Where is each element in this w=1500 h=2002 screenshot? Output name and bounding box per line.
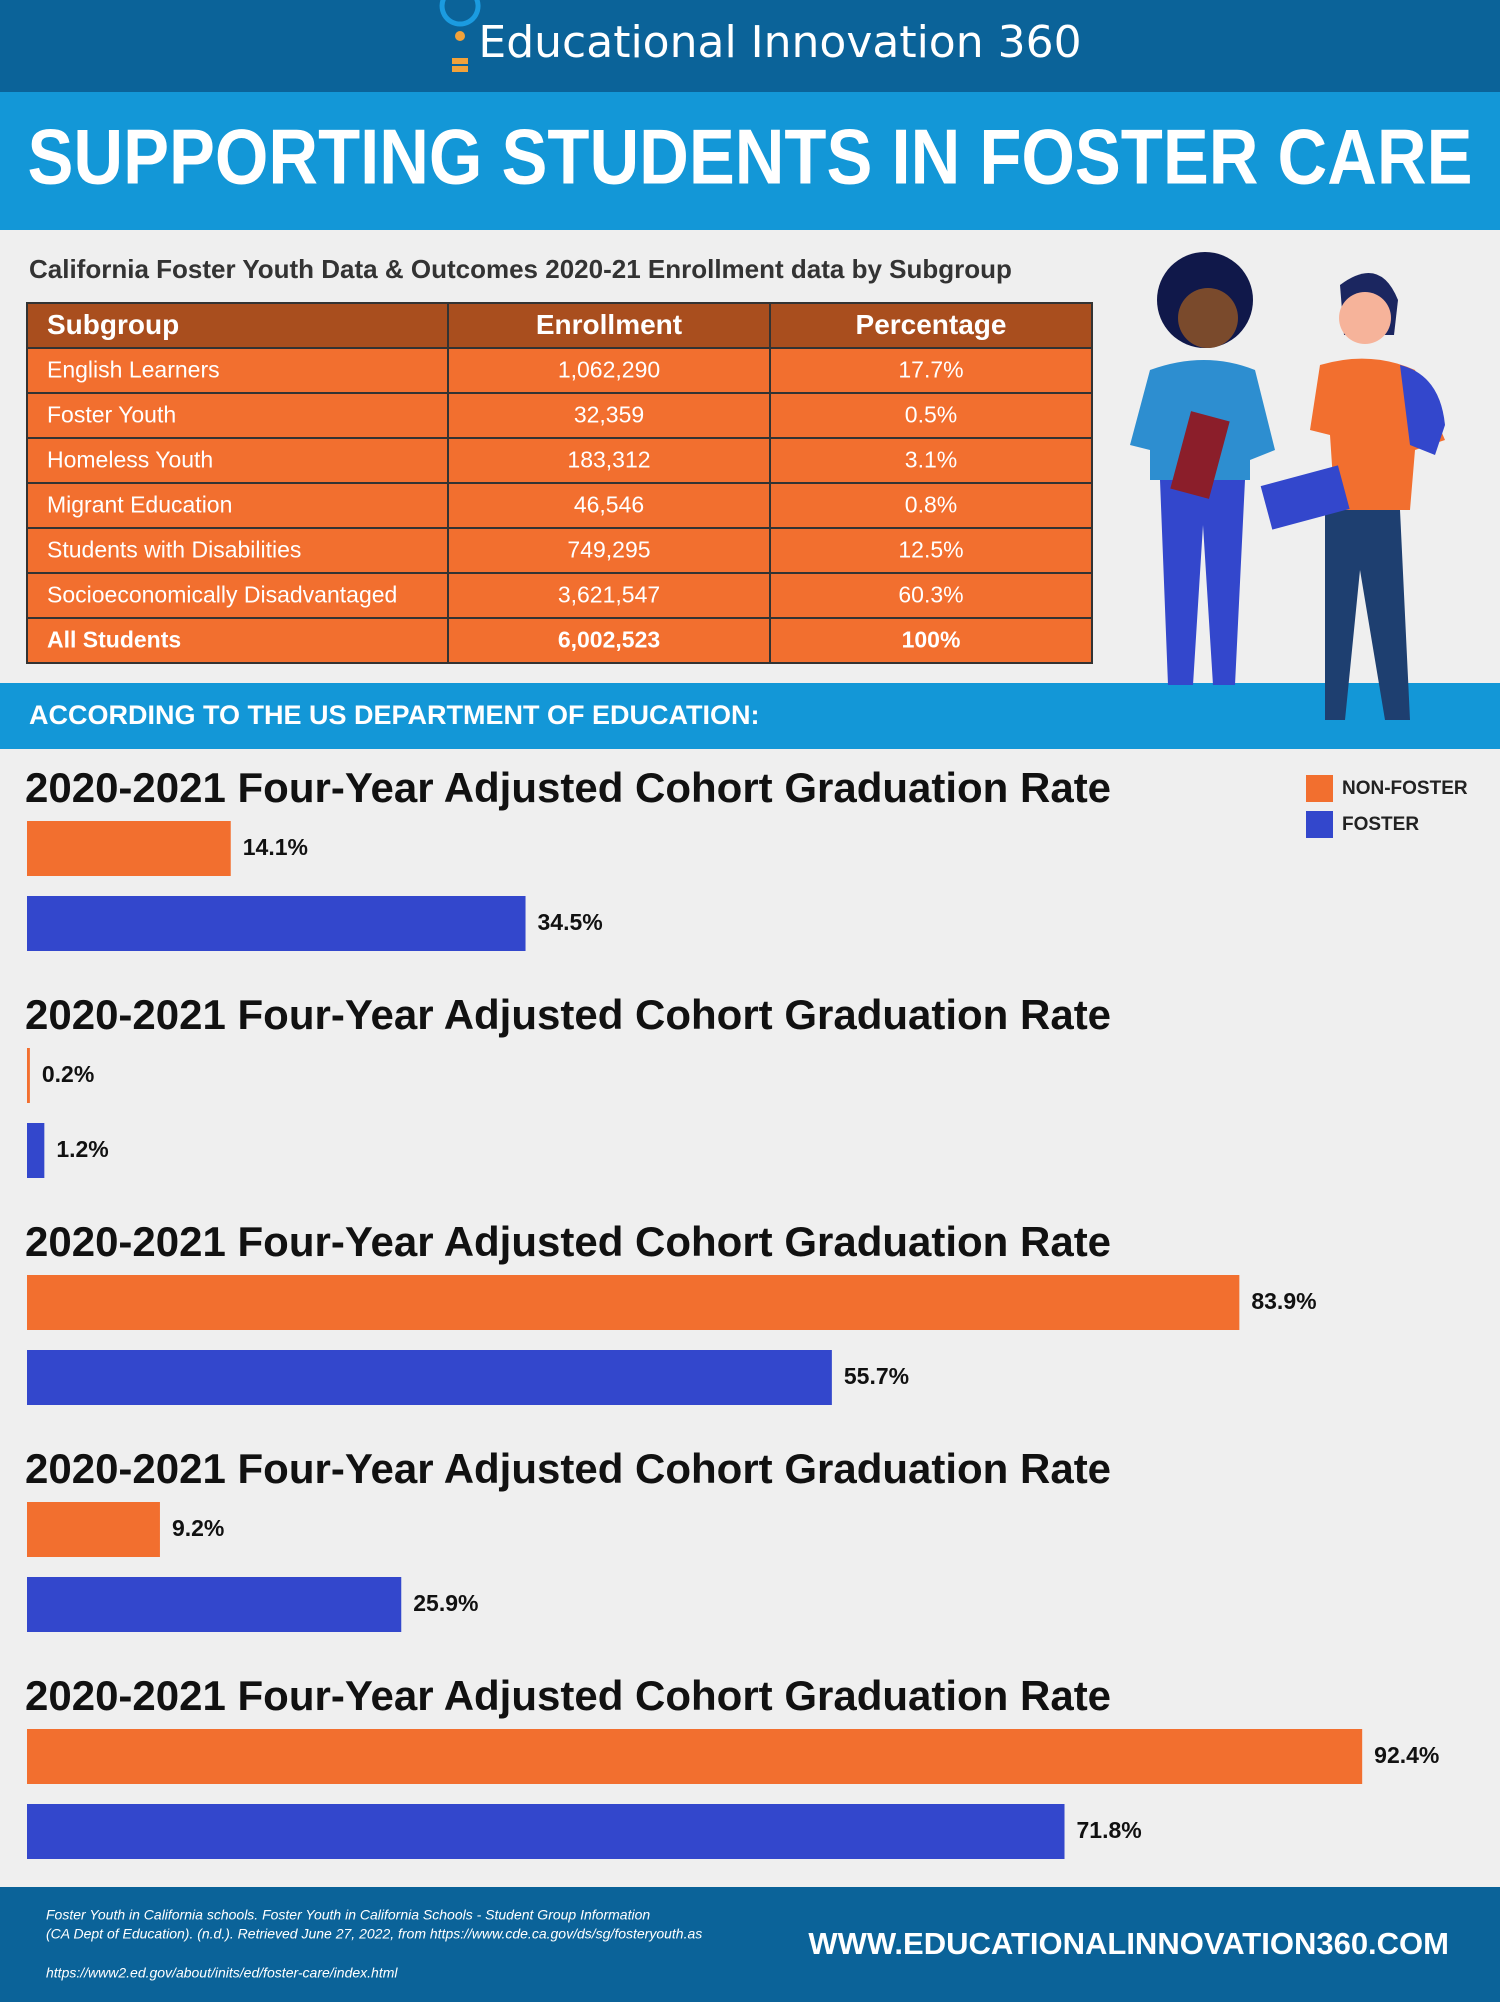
data-label: 83.9% <box>1251 1288 1316 1314</box>
table-cell: 3.1% <box>905 447 957 473</box>
top-bar <box>0 0 1500 92</box>
table-cell: 0.8% <box>905 492 957 518</box>
bar <box>27 1729 1363 1784</box>
table-cell: 100% <box>902 627 961 653</box>
data-label: 55.7% <box>844 1363 909 1389</box>
table-row <box>26 482 1093 529</box>
table-caption: California Foster Youth Data & Outcomes … <box>29 254 1012 284</box>
table-cell: Students with Disabilities <box>47 537 301 563</box>
table-cell: Socioeconomically Disadvantaged <box>47 582 397 608</box>
footer-citation: https://www2.ed.gov/about/inits/ed/foste… <box>46 1965 398 1981</box>
table-row <box>26 617 1093 664</box>
illustration <box>1130 252 1445 720</box>
table-cell: 60.3% <box>898 582 963 608</box>
bar <box>27 1350 832 1405</box>
table-cell: Migrant Education <box>47 492 232 518</box>
legend-label: NON-FOSTER <box>1342 778 1468 799</box>
table-cell: 32,359 <box>574 402 644 428</box>
data-label: 0.2% <box>42 1061 94 1087</box>
bar <box>27 1577 402 1632</box>
table-row <box>26 527 1093 574</box>
footer-citation: (CA Dept of Education). (n.d.). Retrieve… <box>46 1926 702 1942</box>
chart-title: 2020-2021 Four-Year Adjusted Cohort Grad… <box>25 1445 1111 1492</box>
table-cell: 1,062,290 <box>558 357 660 383</box>
chart-title: 2020-2021 Four-Year Adjusted Cohort Grad… <box>25 764 1111 811</box>
table-row <box>26 572 1093 619</box>
legend-label: FOSTER <box>1342 814 1419 835</box>
section-band <box>0 683 1500 749</box>
table-cell: All Students <box>47 627 181 653</box>
bar <box>27 896 526 951</box>
table-cell: 6,002,523 <box>558 627 660 653</box>
table-cell: 46,546 <box>574 492 644 518</box>
bar <box>27 1048 30 1103</box>
table-cell: English Learners <box>47 357 220 383</box>
data-label: 71.8% <box>1077 1817 1142 1843</box>
bar <box>27 1804 1065 1859</box>
chart-title: 2020-2021 Four-Year Adjusted Cohort Grad… <box>25 991 1111 1038</box>
data-label: 25.9% <box>413 1590 478 1616</box>
data-label: 1.2% <box>56 1136 108 1162</box>
table-row <box>26 347 1093 394</box>
table-cell: 12.5% <box>898 537 963 563</box>
data-label: 14.1% <box>243 834 308 860</box>
table-cell: 17.7% <box>898 357 963 383</box>
footer-citation: Foster Youth in California schools. Fost… <box>46 1907 650 1923</box>
data-label: 92.4% <box>1374 1742 1439 1768</box>
bar <box>27 1123 45 1178</box>
logo-text: Educational Innovation 360 <box>478 17 1081 68</box>
table-row <box>26 437 1093 484</box>
table-cell: 749,295 <box>567 537 650 563</box>
table-row <box>26 392 1093 439</box>
logo-icon <box>439 0 481 72</box>
table-cell: 183,312 <box>567 447 650 473</box>
data-label: 9.2% <box>172 1515 224 1541</box>
legend-swatch <box>1306 811 1333 838</box>
column-header: Subgroup <box>47 309 179 340</box>
footer <box>0 1887 1500 2002</box>
chart-title: 2020-2021 Four-Year Adjusted Cohort Grad… <box>25 1672 1111 1719</box>
legend-swatch <box>1306 775 1333 802</box>
column-header: Enrollment <box>536 309 682 340</box>
chart-title: 2020-2021 Four-Year Adjusted Cohort Grad… <box>25 1218 1111 1265</box>
table-header <box>26 302 1093 349</box>
table-cell: 3,621,547 <box>558 582 660 608</box>
banner <box>0 92 1500 230</box>
data-label: 34.5% <box>538 909 603 935</box>
banner-title: SUPPORTING STUDENTS IN FOSTER CARE <box>28 113 1473 201</box>
bar <box>27 1502 160 1557</box>
column-header: Percentage <box>856 309 1007 340</box>
footer-website: WWW.EDUCATIONALINNOVATION360.COM <box>808 1926 1449 1961</box>
table-cell: Homeless Youth <box>47 447 213 473</box>
section-heading: ACCORDING TO THE US DEPARTMENT OF EDUCAT… <box>29 700 760 730</box>
bar <box>27 821 231 876</box>
table-cell: Foster Youth <box>47 402 176 428</box>
table-cell: 0.5% <box>905 402 957 428</box>
bar <box>27 1275 1240 1330</box>
